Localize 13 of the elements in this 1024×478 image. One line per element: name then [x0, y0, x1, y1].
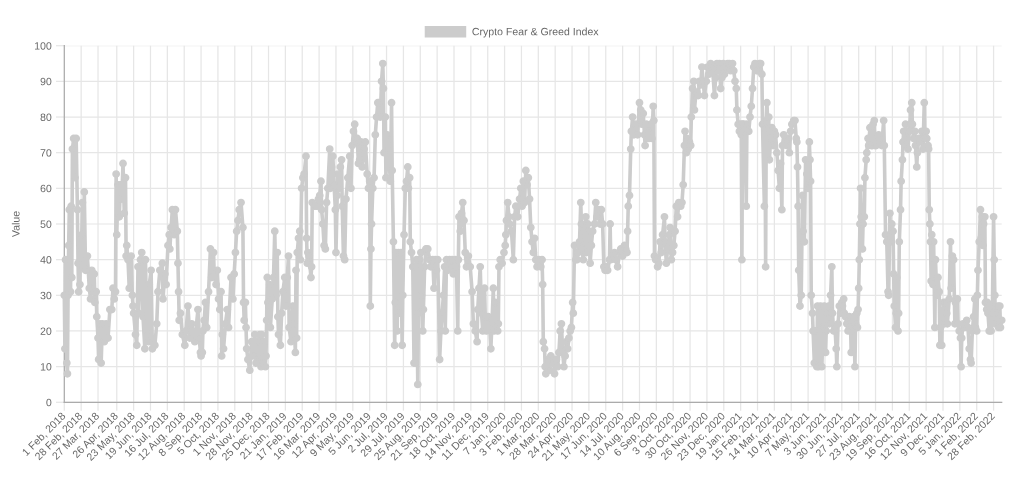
y-tick-label: 70	[40, 149, 52, 157]
y-tick-label: 20	[40, 327, 52, 335]
y-axis-title: Value	[11, 211, 20, 238]
y-tick-label: 10	[40, 363, 52, 371]
y-tick-label: 0	[46, 398, 52, 407]
y-tick-label: 60	[40, 184, 52, 193]
y-tick-label: 40	[40, 256, 52, 264]
y-tick-label: 50	[40, 220, 52, 228]
y-tick-label: 80	[40, 113, 52, 121]
y-tick-label: 90	[40, 77, 52, 86]
y-tick-label: 100	[35, 42, 52, 50]
y-tick-label: 30	[40, 291, 52, 300]
legend-label: Crypto Fear & Greed Index	[472, 27, 599, 38]
